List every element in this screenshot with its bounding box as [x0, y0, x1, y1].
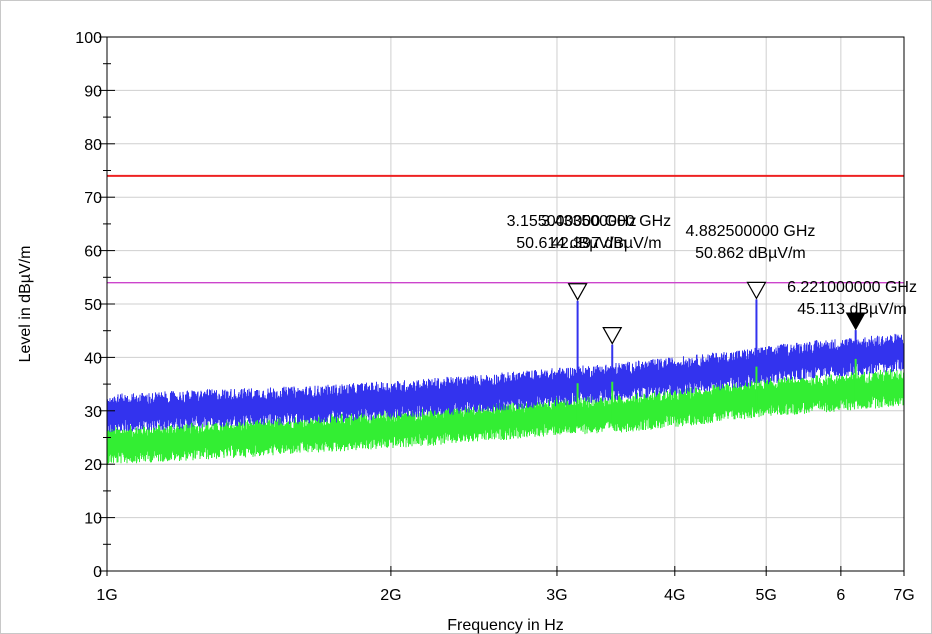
x-axis-label: Frequency in Hz: [447, 617, 564, 634]
y-tick-label: 50: [84, 297, 102, 314]
x-tick-label: 3G: [546, 587, 567, 604]
marker-triangle: [746, 281, 767, 300]
y-tick-label: 70: [84, 190, 102, 207]
marker-frequency-label: 4.882500000 GHz: [686, 223, 816, 240]
y-axis-label: Level in dBµV/m: [17, 246, 34, 363]
x-tick-label: 4G: [664, 587, 685, 604]
y-tick-label: 60: [84, 244, 102, 261]
grid: [107, 37, 904, 571]
x-tick-label: 2G: [380, 587, 401, 604]
x-tick-label: 1G: [96, 587, 117, 604]
x-tick-label: 7G: [893, 587, 914, 604]
y-tick-label: 100: [75, 30, 102, 47]
y-tick-label: 40: [84, 350, 102, 367]
marker-frequency-label: 6.221000000 GHz: [787, 279, 917, 296]
marker-triangle: [567, 283, 588, 301]
marker-level-label: 50.614 dBµV/m: [516, 235, 627, 252]
marker-triangle: [602, 327, 623, 345]
limit-lines: [107, 174, 904, 284]
series-layer: [106, 299, 905, 465]
axes: 0 10 20 30 40 50 60 70 80 90 100 1G 2G 3G 4G 5G 6 7G: [75, 30, 914, 604]
y-tick-label: 30: [84, 404, 102, 421]
marker-level-label: 45.113 dBµV/m: [797, 301, 906, 318]
y-tick-label: 10: [84, 511, 102, 528]
x-tick-label: 6: [836, 587, 845, 604]
marker-level-label: 50.862 dBµV/m: [695, 245, 806, 262]
marker-layer: 3.155000000 GHz 50.614 dBµV/m 3.433500000 …: [507, 213, 917, 345]
y-tick-label: 80: [84, 137, 102, 154]
y-tick-label: 20: [84, 457, 102, 474]
x-tick-label: 5G: [756, 587, 777, 604]
marker-level-label: 42.397 dBµV/m: [551, 235, 662, 252]
marker-frequency-label: 3.155000000 GHz: [507, 213, 637, 230]
marker-triangle: [845, 312, 866, 331]
marker-frequency-label: 3.433500000 GHz: [541, 213, 671, 230]
y-tick-label: 0: [93, 564, 102, 581]
series-average: [106, 368, 905, 465]
y-tick-label: 90: [84, 83, 102, 100]
series-peak: [106, 333, 905, 433]
